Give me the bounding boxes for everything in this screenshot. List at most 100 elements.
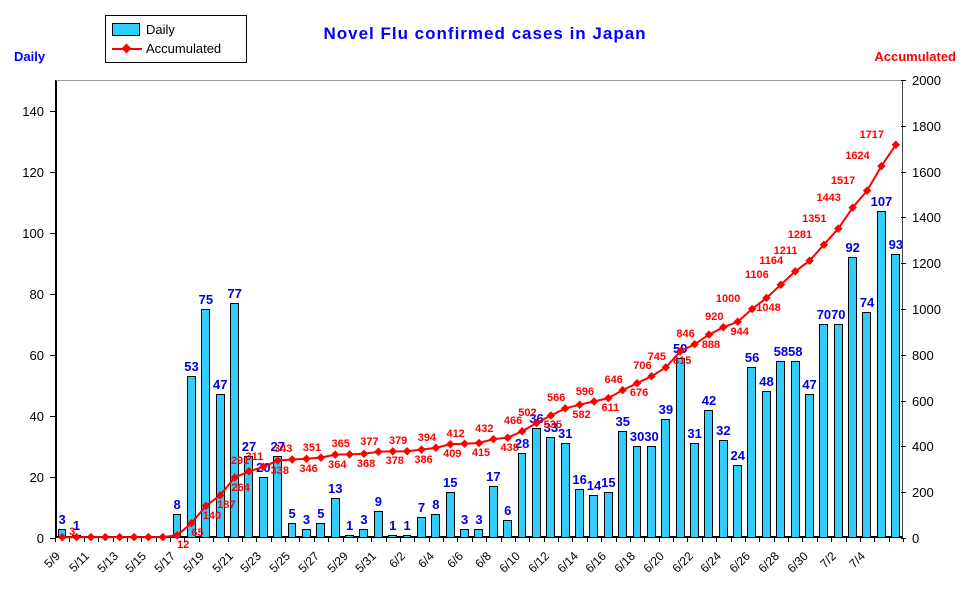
accumulated-value-label: 343 — [273, 443, 293, 456]
accumulated-value-label: 1164 — [759, 255, 784, 268]
accumulated-value-label: 1717 — [859, 128, 885, 141]
x-axis-tick — [730, 538, 732, 542]
x-axis-tick — [443, 538, 445, 542]
x-axis-tick — [658, 538, 660, 542]
daily-bar — [503, 519, 513, 538]
daily-value-label: 3 — [461, 511, 469, 527]
daily-bar — [689, 443, 699, 538]
daily-value-label: 53 — [184, 359, 199, 375]
x-axis-tick — [414, 538, 416, 542]
daily-bar — [531, 428, 541, 538]
daily-value-label: 9 — [374, 493, 382, 509]
accumulated-value-label: 582 — [572, 408, 591, 421]
daily-bar — [388, 534, 398, 538]
daily-bar — [416, 516, 426, 538]
accumulated-value-label: 12 — [177, 539, 190, 552]
daily-bar — [876, 211, 886, 538]
right-axis-tick — [901, 125, 906, 127]
daily-value-label: 30 — [629, 429, 645, 445]
right-axis-tick-label: 800 — [912, 347, 934, 363]
daily-bar — [790, 360, 800, 538]
x-axis-tick — [385, 538, 387, 542]
accumulated-value-label: 502 — [518, 407, 537, 420]
daily-value-label: 3 — [475, 511, 483, 527]
daily-bar — [819, 324, 829, 538]
accumulated-value-label: 264 — [231, 481, 250, 494]
daily-value-label: 58 — [787, 343, 803, 359]
daily-bar — [474, 528, 484, 538]
daily-value-label: 42 — [701, 392, 717, 408]
x-axis-tick — [198, 538, 200, 542]
accumulated-value-label: 187 — [217, 499, 236, 512]
daily-value-label: 93 — [888, 237, 904, 253]
daily-bar — [589, 495, 599, 538]
left-axis-tick — [50, 171, 55, 173]
accumulated-value-label: 379 — [388, 435, 408, 448]
accumulated-value-label: 888 — [701, 338, 721, 351]
x-axis-tick — [601, 538, 603, 542]
daily-value-label: 1 — [72, 517, 81, 533]
line-marker-icon — [57, 533, 67, 542]
line-marker-icon — [331, 450, 340, 459]
line-marker-icon — [201, 501, 211, 511]
x-axis-tick — [615, 538, 617, 542]
daily-value-label: 15 — [601, 475, 616, 491]
daily-bar — [804, 394, 814, 538]
daily-bar — [618, 431, 628, 538]
accumulated-value-label: 65 — [191, 527, 204, 540]
daily-bar — [488, 486, 498, 538]
x-axis-tick — [371, 538, 373, 542]
daily-bar — [517, 452, 527, 538]
daily-bar — [460, 528, 469, 538]
x-axis-tick — [874, 538, 876, 542]
x-axis-tick — [788, 538, 789, 542]
accumulated-value-label: 646 — [604, 374, 623, 387]
x-axis-tick — [457, 538, 459, 542]
right-axis-unit-label: Accumulated — [874, 49, 956, 64]
accumulated-value-label: 846 — [676, 328, 695, 341]
daily-bar — [186, 376, 196, 538]
accumulated-value-label: 377 — [360, 435, 379, 448]
daily-bar — [373, 510, 383, 538]
daily-bar — [215, 394, 225, 538]
right-axis-tick — [901, 171, 906, 173]
left-axis-tick-label: 80 — [29, 286, 44, 302]
daily-value-label: 48 — [759, 374, 774, 390]
daily-bar — [273, 455, 283, 538]
right-axis-tick-label: 1800 — [912, 118, 941, 134]
daily-value-label: 27 — [241, 438, 257, 454]
accumulated-value-label: 386 — [414, 453, 433, 466]
left-axis-unit-label: Daily — [14, 49, 46, 64]
daily-value-label: 31 — [687, 426, 702, 442]
legend-accumulated-label: Accumulated — [146, 41, 222, 56]
line-marker-icon — [144, 532, 153, 542]
x-axis-tick — [529, 538, 531, 542]
x-axis-tick — [859, 538, 861, 542]
right-axis-tick-label: 0 — [912, 531, 920, 546]
accumulated-value-label: 364 — [328, 458, 347, 471]
daily-value-label: 15 — [443, 475, 458, 491]
x-axis-tick — [903, 538, 904, 542]
line-marker-icon — [101, 532, 110, 542]
daily-bar — [603, 492, 613, 538]
daily-bar — [848, 257, 857, 538]
daily-bar — [201, 309, 211, 538]
daily-bar — [230, 302, 239, 538]
daily-bar — [345, 534, 354, 538]
right-axis-tick — [901, 309, 906, 310]
accumulated-value-label: 346 — [299, 462, 318, 475]
right-axis-tick-label: 1600 — [912, 164, 941, 180]
x-axis-tick — [356, 538, 358, 542]
daily-value-label: 77 — [227, 285, 242, 301]
x-axis-tick — [558, 538, 560, 542]
left-axis-tick-label: 40 — [29, 408, 44, 424]
line-marker-icon — [417, 445, 426, 454]
daily-value-label: 58 — [773, 343, 789, 359]
right-axis-tick — [901, 446, 906, 448]
accumulated-value-label: 1443 — [816, 191, 841, 204]
x-axis-tick — [313, 538, 315, 542]
daily-bar — [833, 324, 843, 538]
accumulated-value-label: 1281 — [787, 228, 813, 241]
accumulated-value-label: 365 — [331, 438, 350, 451]
x-axis-tick — [83, 538, 85, 542]
